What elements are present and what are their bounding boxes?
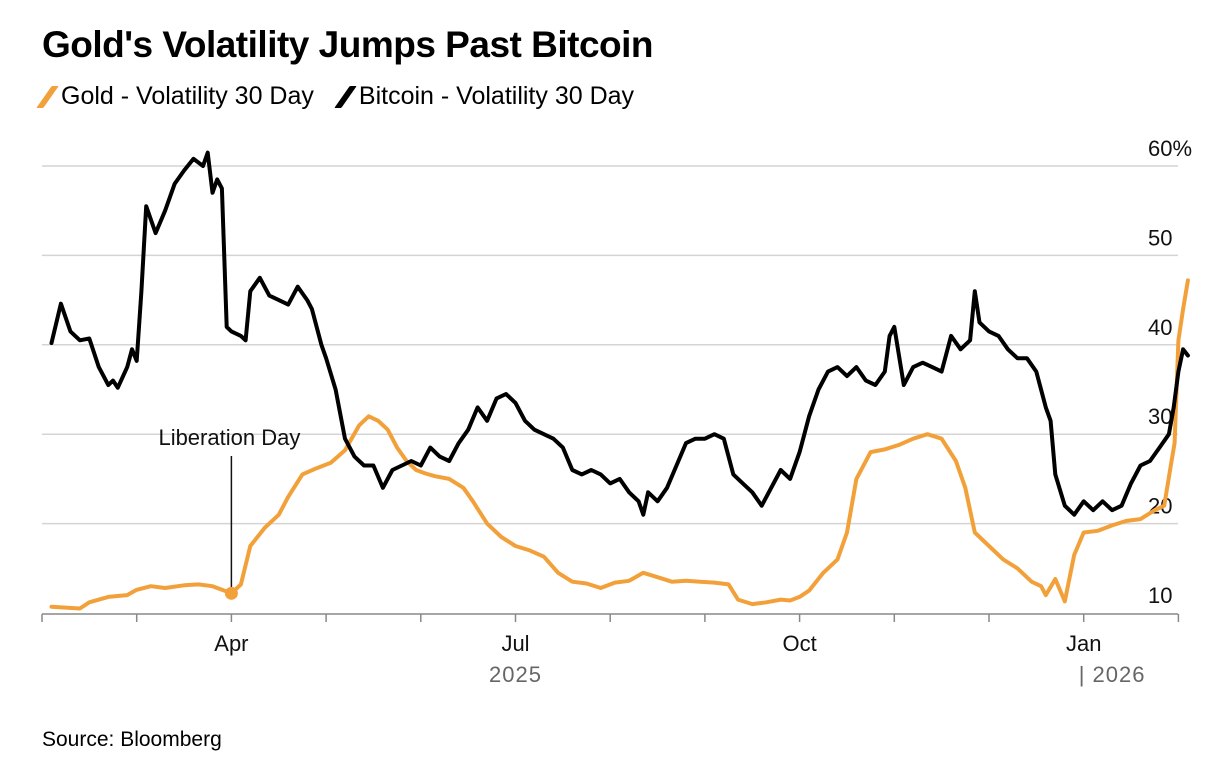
- series-line-bitcoin: [49, 150, 1190, 517]
- annotation-marker: [224, 586, 238, 600]
- x-tick-label-jan: Jan: [1066, 631, 1101, 656]
- legend-item-bitcoin: Bitcoin - Volatility 30 Day: [334, 82, 635, 111]
- annotation-label: Liberation Day: [158, 425, 300, 450]
- legend-label-bitcoin: Bitcoin - Volatility 30 Day: [358, 82, 635, 110]
- x-tick-label-apr: Apr: [214, 631, 248, 656]
- y-tick-label-40: 40: [1148, 315, 1172, 340]
- chart-legend: Gold - Volatility 30 Day Bitcoin - Volat…: [36, 82, 635, 111]
- legend-label-gold: Gold - Volatility 30 Day: [61, 82, 314, 110]
- chart-title: Gold's Volatility Jumps Past Bitcoin: [42, 24, 654, 65]
- y-tick-label-30: 30: [1148, 404, 1172, 429]
- legend-item-gold: Gold - Volatility 30 Day: [36, 82, 314, 111]
- y-tick-label-10: 10: [1148, 583, 1172, 608]
- x-tick-label-jul: Jul: [501, 631, 529, 656]
- x-tick-label-oct: Oct: [782, 631, 816, 656]
- year-label-1: | 2026: [1079, 662, 1146, 687]
- series-line-gold: [49, 278, 1190, 611]
- y-tick-label-50: 50: [1148, 225, 1172, 250]
- source-note: Source: Bloomberg: [42, 728, 222, 751]
- year-label-0: 2025: [489, 662, 542, 687]
- y-tick-label-60: 60%: [1148, 136, 1192, 161]
